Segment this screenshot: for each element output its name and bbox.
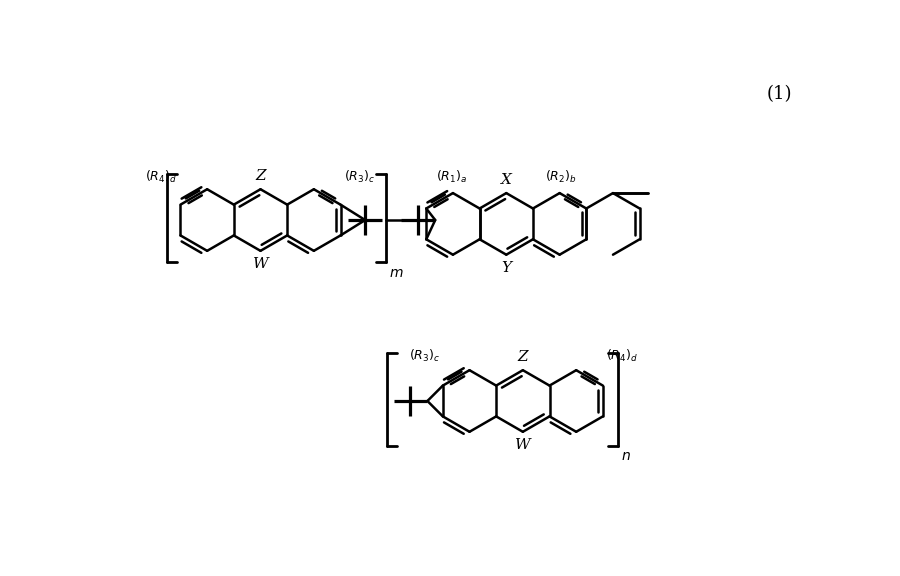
Text: $(R_3)_c$: $(R_3)_c$ (409, 348, 440, 364)
Text: $n$: $n$ (621, 449, 631, 464)
Text: $(R_2)_b$: $(R_2)_b$ (545, 169, 577, 185)
Text: $(R_4)_d$: $(R_4)_d$ (145, 169, 177, 185)
Text: W: W (253, 257, 268, 271)
Text: Y: Y (501, 261, 511, 275)
Text: Z: Z (256, 169, 266, 183)
Text: $m$: $m$ (389, 266, 403, 281)
Text: X: X (500, 173, 512, 187)
Text: $(R_4)_d$: $(R_4)_d$ (606, 348, 638, 364)
Text: $(R_3)_c$: $(R_3)_c$ (344, 169, 374, 185)
Text: W: W (515, 438, 531, 452)
Text: $(R_1)_a$: $(R_1)_a$ (436, 169, 467, 185)
Text: Z: Z (518, 350, 528, 364)
Text: (1): (1) (767, 85, 792, 103)
